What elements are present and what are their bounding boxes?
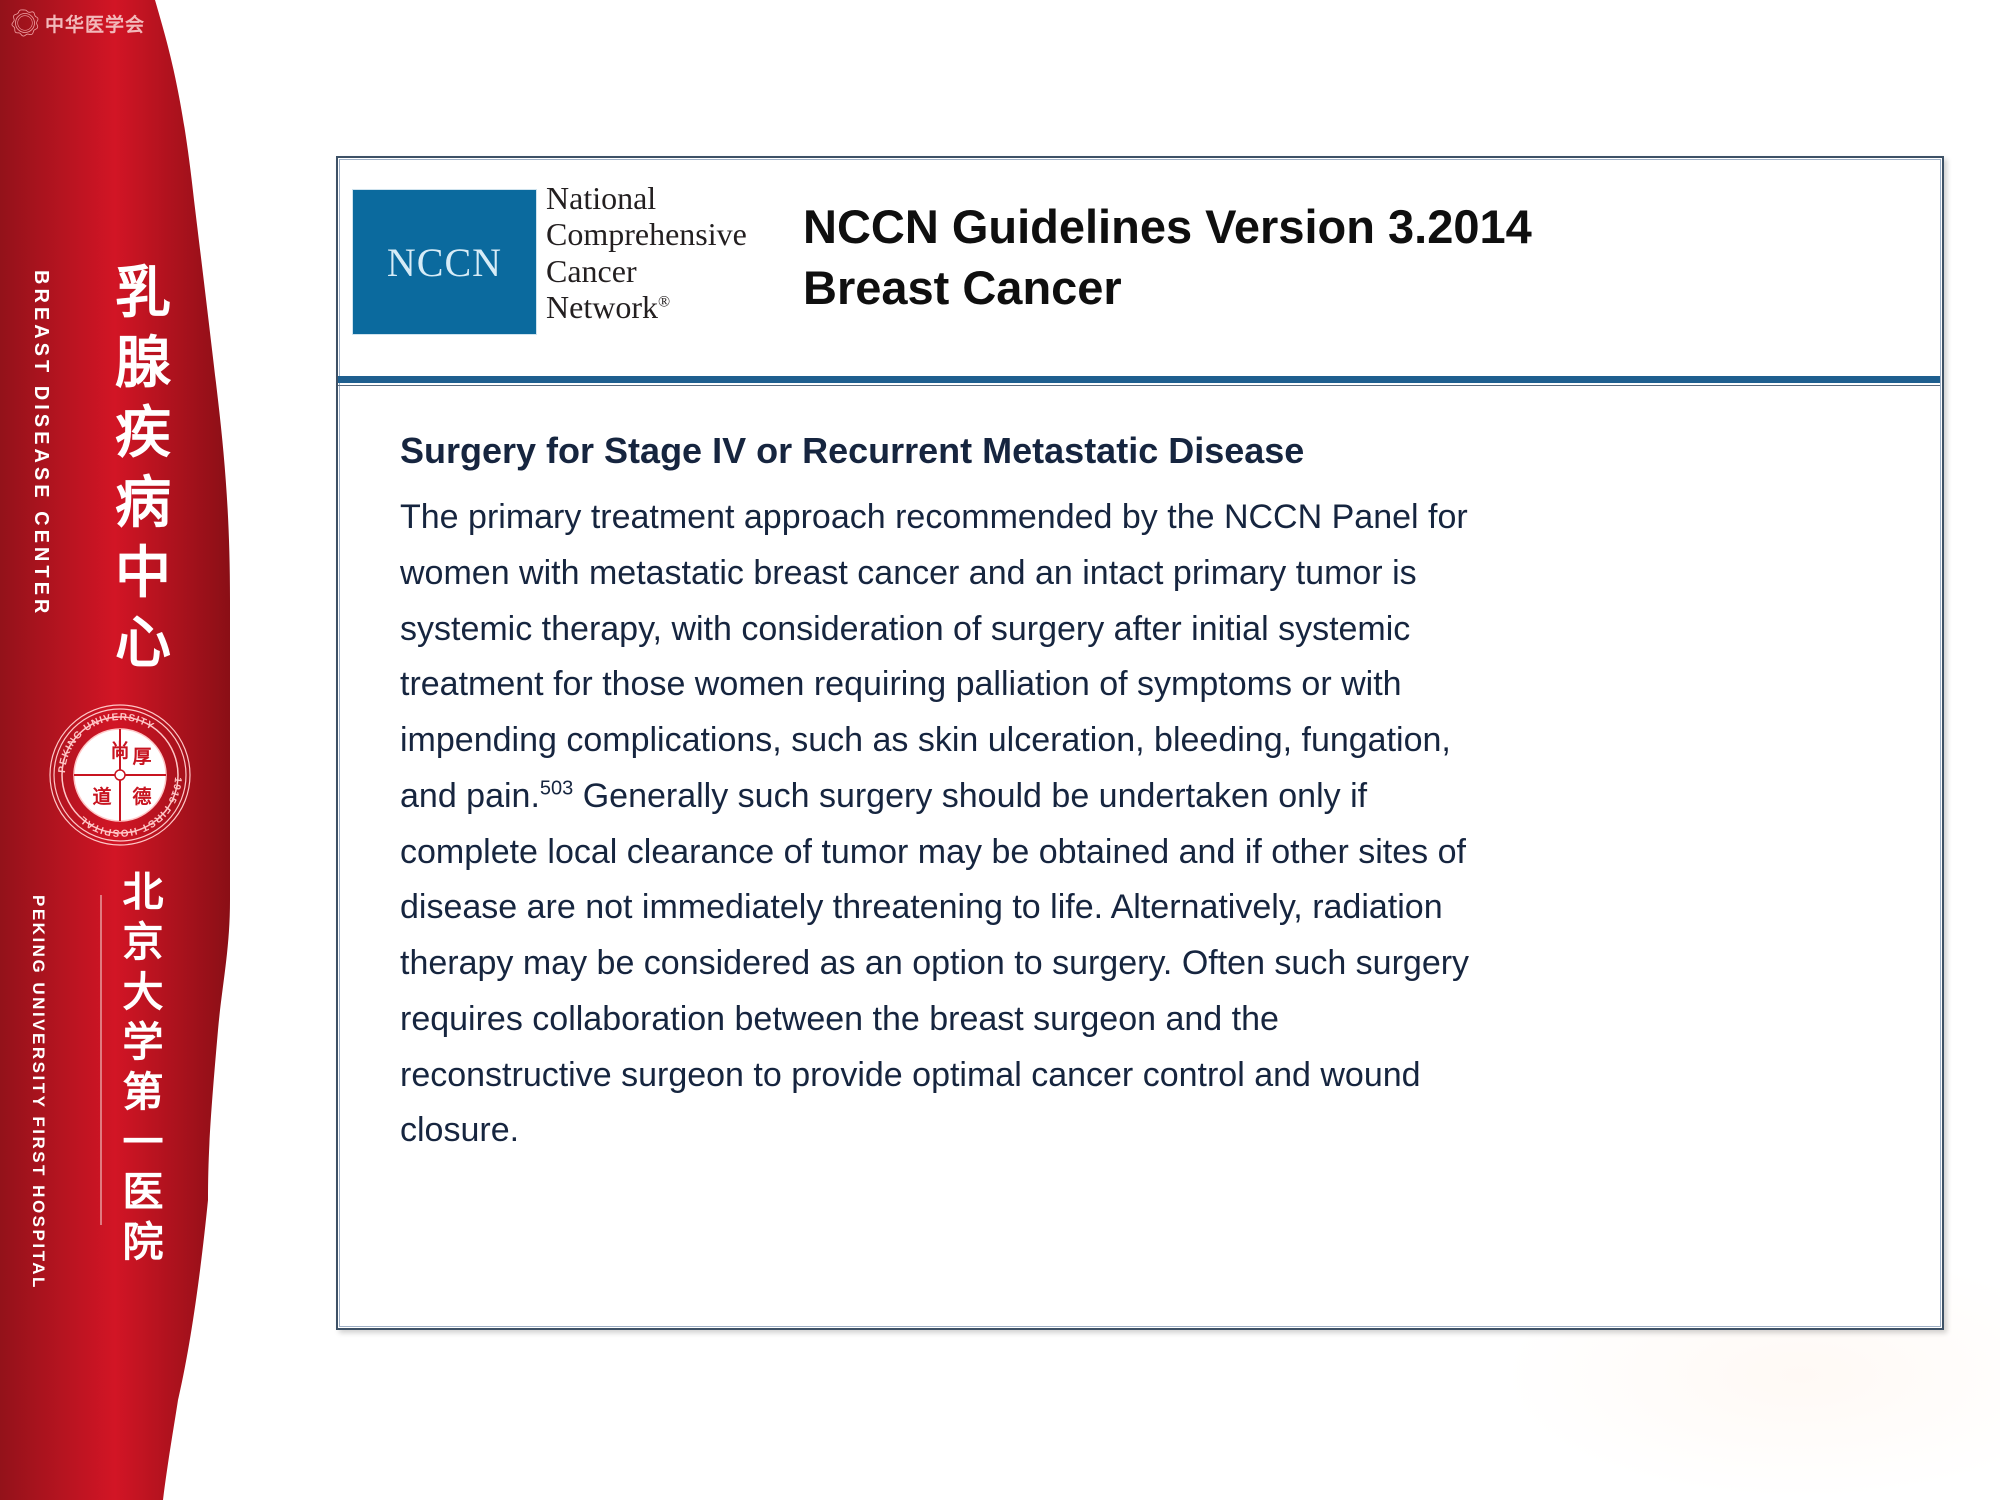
svg-text:厚: 厚	[132, 747, 151, 768]
svg-text:德: 德	[132, 785, 151, 808]
svg-text:道: 道	[92, 785, 111, 808]
svg-text:尚: 尚	[110, 739, 129, 762]
